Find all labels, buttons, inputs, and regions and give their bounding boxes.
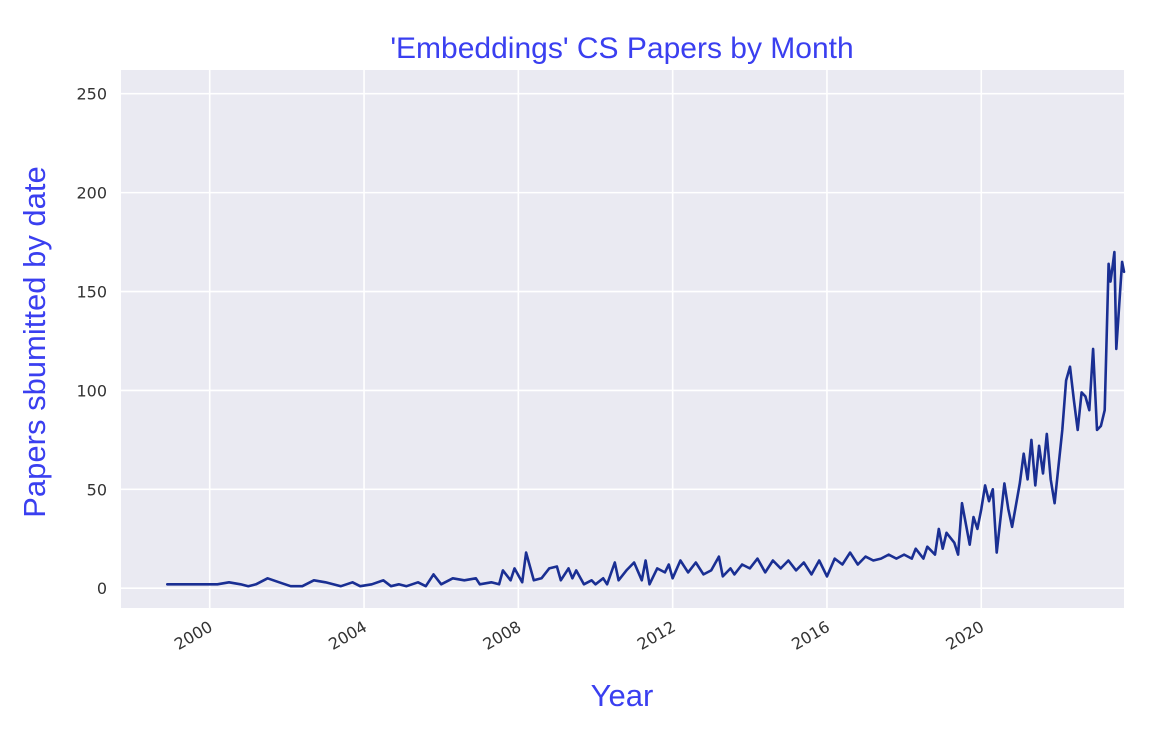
series-line <box>166 250 1126 588</box>
x-tick-labels: 2000 2004 2008 2012 2016 2020 <box>171 617 987 654</box>
chart-title: 'Embeddings' CS Papers by Month <box>390 32 853 65</box>
x-tick-label: 2004 <box>325 617 370 654</box>
y-tick-label: 100 <box>76 381 107 400</box>
x-tick-label: 2008 <box>480 617 525 654</box>
y-axis-label: Papers sbumitted by date <box>17 166 52 518</box>
series-layer <box>166 250 1126 588</box>
y-tick-label: 200 <box>76 184 107 203</box>
x-axis-label: Year <box>591 678 654 713</box>
y-tick-label: 0 <box>97 579 107 598</box>
x-tick-label: 2016 <box>788 617 833 654</box>
x-tick-label: 2012 <box>634 617 679 654</box>
grid-lines <box>121 70 1124 608</box>
y-tick-label: 150 <box>76 283 107 302</box>
plot-background <box>121 70 1124 608</box>
y-tick-label: 50 <box>87 480 107 499</box>
x-tick-label: 2000 <box>171 617 216 654</box>
x-tick-label: 2020 <box>943 617 988 654</box>
y-tick-label: 250 <box>76 85 107 104</box>
y-tick-labels: 0 50 100 150 200 250 <box>76 85 107 598</box>
